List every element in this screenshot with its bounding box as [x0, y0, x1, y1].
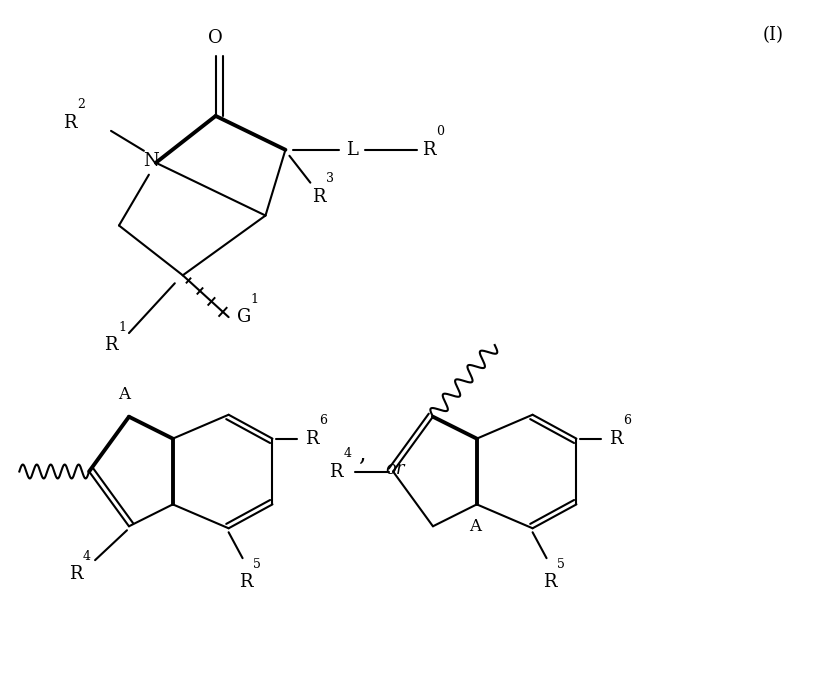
Text: 0: 0 — [436, 125, 444, 139]
Text: or: or — [385, 459, 405, 477]
Text: N: N — [143, 152, 158, 170]
Text: 1: 1 — [118, 321, 126, 334]
Text: R: R — [329, 463, 342, 480]
Text: L: L — [346, 141, 358, 159]
Text: A: A — [118, 386, 130, 404]
Text: R: R — [64, 114, 77, 132]
Text: R: R — [305, 429, 318, 447]
Text: 4: 4 — [83, 550, 91, 562]
Text: 5: 5 — [252, 558, 261, 571]
Text: G: G — [237, 308, 251, 326]
Text: 4: 4 — [343, 447, 351, 460]
Text: 6: 6 — [319, 414, 328, 427]
Text: 1: 1 — [251, 293, 258, 306]
Text: A: A — [469, 518, 481, 535]
Text: 5: 5 — [557, 558, 564, 571]
Text: R: R — [104, 336, 117, 354]
Text: 6: 6 — [624, 414, 631, 427]
Text: O: O — [208, 29, 223, 47]
Text: R: R — [313, 187, 326, 206]
Text: R: R — [238, 573, 252, 591]
Text: ,: , — [358, 443, 366, 466]
Text: (I): (I) — [763, 26, 784, 45]
Text: R: R — [610, 429, 623, 447]
Text: R: R — [422, 141, 436, 159]
Text: R: R — [69, 565, 83, 583]
Text: R: R — [543, 573, 556, 591]
Text: 2: 2 — [77, 98, 85, 112]
Text: 3: 3 — [327, 172, 334, 185]
